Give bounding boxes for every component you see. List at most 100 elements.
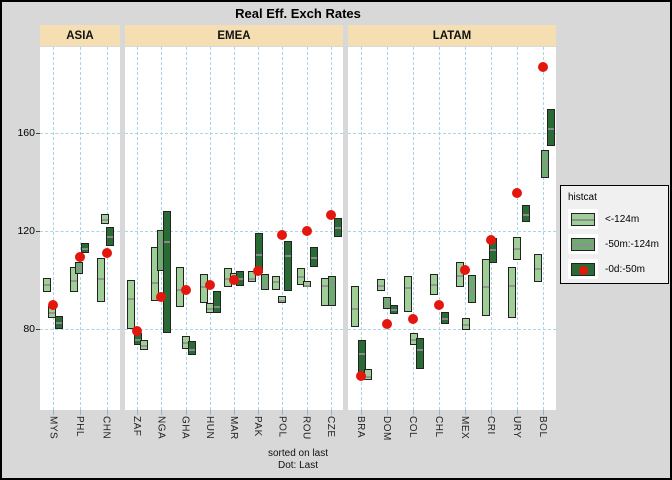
median-line [523, 213, 529, 216]
median-line [442, 317, 448, 320]
legend-swatch-cell [568, 209, 598, 229]
x-tick-label: NGA [155, 416, 167, 440]
median-line [411, 338, 417, 341]
x-tick-label: MEX [459, 416, 470, 440]
h-gridline [348, 329, 556, 330]
median-line [128, 298, 135, 301]
y-tick-label: 120 [17, 225, 35, 237]
range-bar-medium [75, 261, 83, 274]
last-value-dot [101, 248, 112, 259]
last-value-dot [277, 229, 288, 240]
v-gridline [330, 47, 332, 410]
last-value-dot [204, 279, 215, 290]
v-gridline [209, 47, 211, 410]
v-gridline [543, 47, 544, 410]
legend-title: histcat [568, 192, 597, 203]
x-tick-mark [185, 410, 187, 415]
x-tick-label: CRI [485, 416, 496, 435]
median-line [548, 128, 554, 131]
range-bar-dark [522, 205, 530, 223]
median-line [352, 308, 358, 311]
x-tick-label: COL [407, 416, 418, 439]
x-tick-label: DOM [381, 416, 392, 441]
range-bar-medium [541, 150, 549, 179]
facet-panel [348, 47, 556, 410]
median-line [49, 311, 56, 314]
x-tick-mark [137, 410, 139, 415]
range-bar-light [272, 276, 281, 290]
h-gridline [348, 231, 556, 232]
v-gridline [53, 47, 55, 410]
last-value-dot [156, 292, 167, 303]
chart-title: Real Eff. Exch Rates [235, 6, 361, 21]
range-bar-dark [105, 227, 114, 246]
median-line [56, 321, 63, 324]
y-tick-label: 80 [23, 323, 35, 335]
median-line [334, 227, 341, 230]
range-bar-light [151, 246, 160, 301]
x-tick-label: PAK [252, 416, 264, 437]
range-bar-light [508, 266, 516, 318]
median-line [182, 342, 189, 345]
median-line [76, 267, 82, 270]
median-line [514, 248, 520, 251]
x-tick-label: BRA [355, 416, 366, 439]
x-tick-mark [53, 410, 55, 415]
range-bar-light [96, 257, 105, 303]
x-tick-label: MYS [47, 416, 59, 440]
x-tick-mark [465, 410, 466, 415]
median-line [82, 248, 88, 251]
footer-note-sorted: sorted on last [267, 448, 329, 459]
median-line [206, 308, 213, 311]
range-bar-light [70, 266, 78, 293]
median-line [535, 267, 541, 270]
v-gridline [161, 47, 163, 410]
median-line [321, 284, 328, 287]
legend-item-recent: -0d:-50m [568, 259, 662, 279]
range-bar-dark [187, 341, 196, 355]
x-tick-label: ROU [300, 416, 312, 440]
median-line [328, 282, 335, 285]
range-bar-medium [383, 297, 391, 310]
v-gridline [517, 47, 518, 410]
median-line [405, 287, 411, 290]
median-line [176, 288, 183, 291]
median-line [463, 324, 469, 327]
median-line [101, 218, 108, 221]
range-bar-light [513, 237, 521, 261]
range-bar-light [377, 278, 385, 292]
range-bar-light [248, 271, 257, 283]
range-bar-dark [390, 304, 398, 315]
x-tick-mark [517, 410, 518, 415]
median-line [359, 353, 365, 356]
median-line [365, 375, 371, 378]
range-bar-light [127, 280, 136, 329]
x-tick-mark [439, 410, 440, 415]
median-line [285, 255, 292, 258]
median-line [310, 256, 317, 259]
range-bar-dark [81, 243, 89, 254]
range-bar-light [100, 213, 109, 224]
range-bar-dark [416, 337, 424, 370]
median-line [44, 283, 51, 286]
range-bar-light [482, 259, 490, 316]
light-green-swatch-icon [571, 212, 595, 226]
last-value-dot [486, 234, 496, 245]
x-tick-label: BOL [537, 416, 548, 438]
facet-strip: EMEA [125, 25, 343, 46]
y-tick-mark [36, 231, 41, 232]
v-gridline [80, 47, 81, 410]
median-line [457, 275, 463, 278]
x-tick-mark [413, 410, 414, 415]
facet-strip: ASIA [40, 25, 120, 46]
median-line [237, 277, 243, 280]
x-tick-mark [106, 410, 108, 415]
v-gridline [439, 47, 440, 410]
last-value-dot [325, 210, 336, 221]
median-line [469, 289, 475, 292]
range-bar-dark [333, 217, 342, 238]
range-bar-light [351, 286, 359, 327]
last-value-dot [408, 314, 418, 325]
median-line [303, 284, 310, 287]
x-tick-mark [80, 410, 81, 415]
